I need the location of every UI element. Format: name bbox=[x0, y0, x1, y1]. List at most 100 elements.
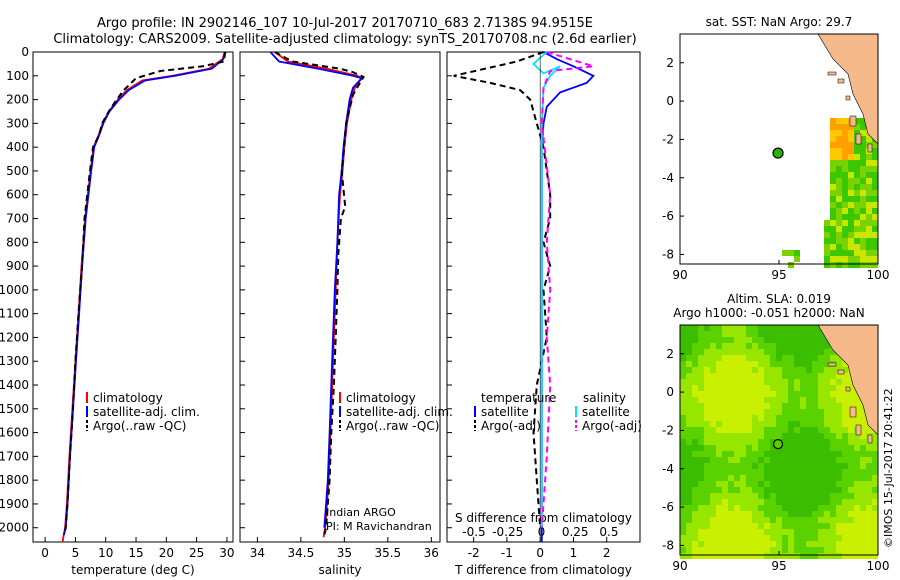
map-cell bbox=[782, 349, 788, 355]
map-cell bbox=[722, 463, 728, 469]
map-cell bbox=[716, 373, 722, 379]
map-cell bbox=[812, 451, 818, 457]
y-tick-label: 1100 bbox=[0, 307, 29, 321]
map-cell bbox=[788, 415, 794, 421]
map-cell bbox=[842, 262, 848, 268]
map-cell bbox=[734, 421, 740, 427]
map-cell bbox=[710, 463, 716, 469]
map-cell bbox=[728, 547, 734, 553]
map-cell bbox=[872, 547, 878, 553]
map-cell bbox=[704, 511, 710, 517]
map-cell bbox=[848, 178, 854, 184]
map-cell bbox=[842, 202, 848, 208]
map-cell bbox=[752, 445, 758, 451]
map-cell bbox=[872, 208, 878, 214]
map-cell bbox=[782, 487, 788, 493]
map-cell bbox=[704, 349, 710, 355]
map-cell bbox=[794, 481, 800, 487]
map-cell bbox=[830, 190, 836, 196]
x-tick-label: 5 bbox=[72, 546, 80, 560]
island bbox=[845, 95, 851, 101]
map-cell bbox=[872, 172, 878, 178]
map-cell bbox=[800, 481, 806, 487]
map-cell bbox=[848, 220, 854, 226]
map-cell bbox=[812, 331, 818, 337]
map-cell bbox=[716, 487, 722, 493]
map-cell bbox=[746, 469, 752, 475]
map-cell bbox=[842, 178, 848, 184]
map-cell bbox=[854, 214, 860, 220]
map-cell bbox=[848, 553, 854, 559]
map-cell bbox=[686, 361, 692, 367]
map-cell bbox=[818, 379, 824, 385]
map-cell bbox=[854, 493, 860, 499]
map-cell bbox=[842, 529, 848, 535]
map-cell bbox=[806, 469, 812, 475]
map-cell bbox=[704, 499, 710, 505]
map-cell bbox=[818, 547, 824, 553]
map-cell bbox=[806, 439, 812, 445]
map-cell bbox=[782, 343, 788, 349]
map-cell bbox=[860, 493, 866, 499]
map-cell bbox=[776, 421, 782, 427]
map-cell bbox=[758, 517, 764, 523]
map-cell bbox=[842, 397, 848, 403]
map-cell bbox=[800, 337, 806, 343]
map-cell bbox=[710, 481, 716, 487]
map-cell bbox=[812, 481, 818, 487]
map-cell bbox=[710, 445, 716, 451]
map-cell bbox=[818, 487, 824, 493]
map-cell bbox=[686, 481, 692, 487]
map-cell bbox=[728, 523, 734, 529]
map-cell bbox=[680, 547, 686, 553]
map-cell bbox=[770, 481, 776, 487]
map-cell bbox=[854, 256, 860, 262]
map-cell bbox=[824, 403, 830, 409]
map-cell bbox=[800, 349, 806, 355]
map-cell bbox=[794, 487, 800, 493]
map-cell bbox=[728, 349, 734, 355]
map-cell bbox=[830, 433, 836, 439]
map-cell bbox=[854, 469, 860, 475]
map-cell bbox=[680, 373, 686, 379]
map-cell bbox=[836, 391, 842, 397]
map-cell bbox=[680, 385, 686, 391]
map-cell bbox=[848, 208, 854, 214]
map-cell bbox=[812, 409, 818, 415]
map-cell bbox=[728, 457, 734, 463]
map-cell bbox=[854, 445, 860, 451]
map-cell bbox=[836, 481, 842, 487]
map-cell bbox=[698, 403, 704, 409]
map-cell bbox=[806, 385, 812, 391]
map-cell bbox=[836, 226, 842, 232]
map-cell bbox=[866, 238, 872, 244]
map-cell bbox=[770, 499, 776, 505]
map-cell bbox=[734, 553, 740, 559]
x-tick-label: 35 bbox=[337, 546, 352, 560]
map-cell bbox=[758, 361, 764, 367]
map-cell bbox=[800, 391, 806, 397]
map-cell bbox=[836, 427, 842, 433]
map-cell bbox=[854, 172, 860, 178]
map-cell bbox=[830, 202, 836, 208]
map-cell bbox=[746, 493, 752, 499]
map-cell bbox=[872, 529, 878, 535]
map-cell bbox=[836, 529, 842, 535]
map-cell bbox=[866, 184, 872, 190]
map-cell bbox=[812, 469, 818, 475]
map-cell bbox=[836, 553, 842, 559]
map-cell bbox=[698, 493, 704, 499]
map-cell bbox=[848, 136, 854, 142]
map-cell bbox=[746, 487, 752, 493]
map-cell bbox=[854, 166, 860, 172]
map-cell bbox=[836, 445, 842, 451]
map-cell bbox=[728, 451, 734, 457]
map-cell bbox=[848, 256, 854, 262]
map-cell bbox=[860, 244, 866, 250]
map-cell bbox=[692, 361, 698, 367]
program-annotation: Indian ARGO bbox=[326, 506, 396, 519]
map-cell bbox=[758, 349, 764, 355]
map-cell bbox=[686, 403, 692, 409]
map-cell bbox=[836, 421, 842, 427]
map-cell bbox=[782, 553, 788, 559]
